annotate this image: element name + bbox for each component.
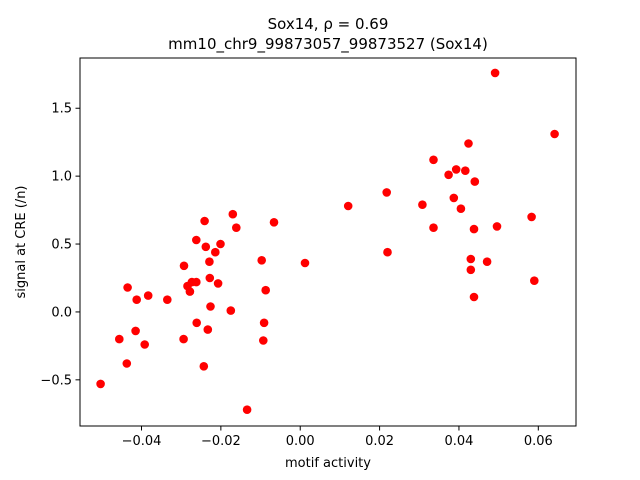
data-point: [461, 166, 470, 175]
data-point: [179, 334, 188, 344]
data-point: [132, 295, 141, 305]
data-point: [192, 235, 201, 245]
data-point: [466, 254, 476, 264]
data-point: [123, 283, 132, 292]
data-point: [213, 279, 223, 288]
data-point: [143, 291, 153, 300]
data-point: [490, 68, 500, 78]
x-tick-label: −0.04: [122, 434, 162, 449]
data-point: [192, 277, 201, 287]
plot-frame: [79, 57, 577, 427]
data-point: [203, 325, 213, 334]
data-point: [470, 177, 480, 186]
data-point: [226, 306, 236, 315]
data-point: [259, 336, 268, 345]
data-point: [492, 222, 502, 231]
data-point: [192, 318, 201, 328]
data-point: [429, 223, 438, 232]
data-point: [205, 273, 215, 283]
data-point: [429, 155, 438, 165]
data-point: [163, 295, 172, 305]
data-point: [444, 170, 453, 180]
x-tick-label: −0.02: [201, 434, 241, 449]
data-point: [179, 261, 189, 271]
data-point: [228, 209, 238, 219]
data-point: [469, 292, 479, 302]
data-point: [232, 223, 241, 232]
data-point: [211, 247, 220, 257]
data-point: [269, 218, 279, 227]
data-point: [383, 247, 392, 257]
data-point: [482, 257, 492, 267]
data-point: [200, 216, 209, 226]
y-tick-label: 0.5: [51, 238, 72, 253]
data-point: [449, 193, 459, 203]
data-point: [242, 405, 252, 415]
data-points: [96, 68, 559, 415]
data-point: [96, 379, 105, 389]
x-axis-label: motif activity: [285, 456, 371, 471]
data-point: [199, 362, 209, 371]
data-point: [185, 287, 195, 296]
data-point: [527, 212, 536, 222]
y-axis-label: signal at CRE (/n): [14, 185, 29, 298]
y-tick-label: 0.0: [51, 305, 72, 320]
y-axis-ticks: −0.5 0.0 0.5 1.0 1.5: [40, 102, 80, 388]
y-tick-label: −0.5: [40, 373, 72, 388]
data-point: [257, 255, 267, 265]
data-point: [216, 239, 225, 249]
x-tick-label: 0.04: [444, 434, 473, 449]
x-tick-label: 0.02: [365, 434, 394, 449]
data-point: [122, 359, 132, 368]
data-point: [259, 318, 269, 328]
data-point: [418, 200, 427, 209]
data-point: [300, 258, 310, 268]
y-tick-label: 1.5: [51, 102, 72, 117]
data-point: [261, 285, 271, 295]
data-point: [530, 276, 539, 286]
data-point: [131, 326, 140, 336]
data-point: [206, 302, 215, 311]
data-point: [466, 265, 476, 275]
data-point: [205, 257, 214, 267]
x-tick-label: 0.06: [524, 434, 553, 449]
data-point: [140, 340, 149, 349]
chart-title-line1: Sox14, ρ = 0.69: [268, 15, 389, 33]
data-point: [343, 201, 353, 211]
data-point: [550, 129, 559, 139]
data-point: [464, 139, 473, 148]
data-point: [382, 188, 392, 197]
y-tick-label: 1.0: [51, 170, 72, 185]
data-point: [456, 204, 466, 213]
chart-title-line2: mm10_chr9_99873057_99873527 (Sox14): [168, 35, 488, 54]
data-point: [469, 224, 479, 234]
x-tick-label: 0.00: [286, 434, 315, 449]
data-point: [201, 242, 211, 252]
x-axis-ticks: −0.04 −0.02 0.00 0.02 0.04 0.06: [122, 426, 553, 449]
data-point: [115, 334, 124, 344]
data-point: [451, 165, 461, 174]
